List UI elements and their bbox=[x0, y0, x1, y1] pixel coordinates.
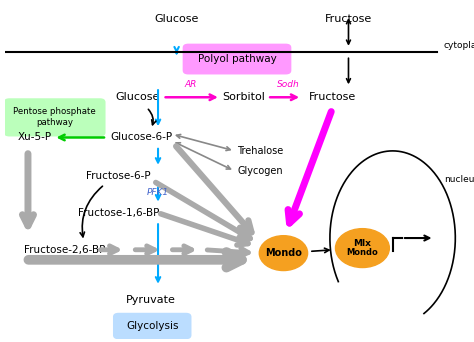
Text: Fructose: Fructose bbox=[309, 92, 356, 102]
Circle shape bbox=[336, 229, 389, 267]
Text: Mondo: Mondo bbox=[265, 248, 302, 258]
Text: Polyol pathway: Polyol pathway bbox=[198, 54, 276, 64]
Text: Mlx: Mlx bbox=[354, 239, 371, 248]
Text: Glucose: Glucose bbox=[155, 13, 199, 24]
Text: Glycolysis: Glycolysis bbox=[126, 321, 179, 331]
Text: Fructose-1,6-BP: Fructose-1,6-BP bbox=[78, 208, 159, 218]
Text: Mondo: Mondo bbox=[346, 248, 378, 256]
Text: PFK1: PFK1 bbox=[147, 188, 169, 197]
Text: Xu-5-P: Xu-5-P bbox=[18, 132, 52, 143]
Text: nucleus: nucleus bbox=[444, 175, 474, 184]
Text: Glucose: Glucose bbox=[115, 92, 159, 102]
Text: Glucose-6-P: Glucose-6-P bbox=[111, 132, 173, 143]
Text: Glycogen: Glycogen bbox=[237, 166, 283, 176]
Text: cytoplasm: cytoplasm bbox=[444, 41, 474, 50]
Text: Sorbitol: Sorbitol bbox=[222, 92, 265, 102]
Text: Pyruvate: Pyruvate bbox=[126, 295, 176, 305]
Text: Sodh: Sodh bbox=[277, 80, 300, 89]
FancyBboxPatch shape bbox=[4, 98, 106, 136]
Circle shape bbox=[259, 236, 308, 271]
Text: AR: AR bbox=[184, 80, 197, 89]
Text: Pentose phosphate
pathway: Pentose phosphate pathway bbox=[13, 107, 96, 128]
Text: Fructose-6-P: Fructose-6-P bbox=[86, 171, 151, 181]
Text: Trehalose: Trehalose bbox=[237, 146, 283, 156]
Text: Fructose: Fructose bbox=[325, 13, 372, 24]
FancyBboxPatch shape bbox=[113, 313, 191, 339]
FancyBboxPatch shape bbox=[182, 44, 292, 75]
Text: Fructose-2,6-BP: Fructose-2,6-BP bbox=[25, 245, 106, 255]
